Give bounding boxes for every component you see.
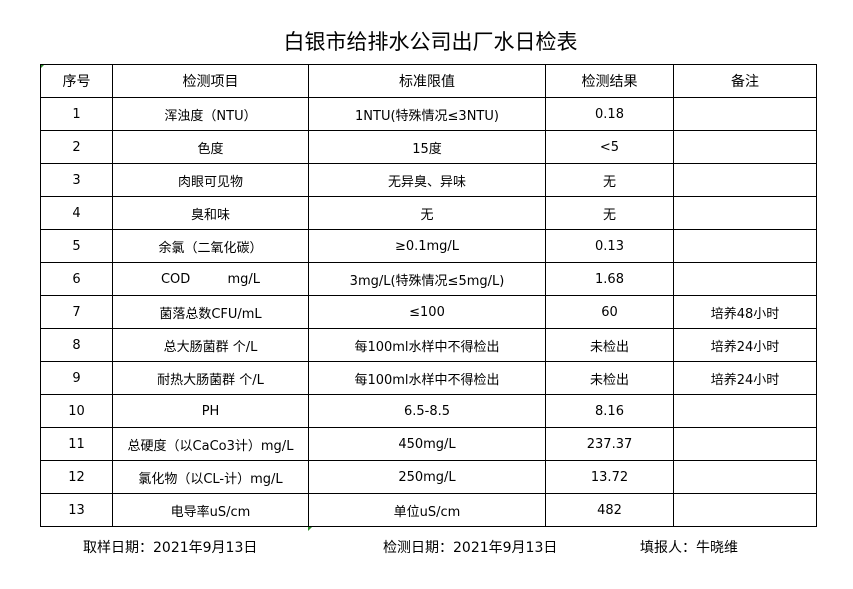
header-cell: 备注: [673, 64, 817, 98]
remark-cell: [673, 460, 817, 494]
result-cell: 未检出: [545, 361, 674, 395]
remark-cell: [673, 394, 817, 428]
remark-cell: [673, 229, 817, 263]
item-cell: COD mg/L: [112, 262, 309, 296]
item-cell: 电导率uS/cm: [112, 493, 309, 527]
table-row: 7 菌落总数CFU/mL ≤100 60 培养48小时: [40, 295, 817, 329]
standard-cell: 250mg/L: [308, 460, 546, 494]
standard-cell: 无: [308, 196, 546, 230]
table-row: 6 COD mg/L 3mg/L(特殊情况≤5mg/L) 1.68: [40, 262, 817, 296]
page-title: 白银市给排水公司出厂水日检表: [283, 30, 578, 54]
result-cell: 无: [545, 163, 674, 197]
index-cell: 4: [40, 196, 113, 230]
remark-cell: 培养24小时: [673, 328, 817, 362]
item-cell: PH: [112, 394, 309, 428]
table-row: 4 臭和味无无: [40, 196, 817, 230]
reporter: 填报人：牛晓维: [640, 540, 738, 556]
result-cell: 237.37: [545, 427, 674, 461]
standard-cell: ≥0.1mg/L: [308, 229, 546, 263]
standard-cell: 单位uS/cm: [308, 493, 546, 527]
test-date: 检测日期：2021年9月13日: [383, 540, 558, 556]
result-cell: 13.72: [545, 460, 674, 494]
item-cell: 耐热大肠菌群 个/L: [112, 361, 309, 395]
item-cell: 色度: [112, 130, 309, 164]
header-cell: 标准限值: [308, 64, 546, 98]
table-header-row: 序号 检测项目 标准限值 检测结果 备注: [40, 64, 817, 98]
standard-cell: 每100ml水样中不得检出: [308, 361, 546, 395]
result-cell: 60: [545, 295, 674, 329]
index-cell: 5: [40, 229, 113, 263]
header-cell: 检测结果: [545, 64, 674, 98]
cell-marker: [308, 526, 313, 531]
result-cell: 0.18: [545, 97, 674, 131]
remark-cell: [673, 163, 817, 197]
item-cell: 总硬度（以CaCo3计）mg/L: [112, 427, 309, 461]
item-cell: 氯化物（以CL-计）mg/L: [112, 460, 309, 494]
table-row: 9 耐热大肠菌群 个/L 每100ml水样中不得检出 未检出 培养24小时: [40, 361, 817, 395]
remark-cell: [673, 97, 817, 131]
remark-cell: [673, 427, 817, 461]
header-cell: 序号: [40, 64, 113, 98]
index-cell: 7: [40, 295, 113, 329]
index-cell: 3: [40, 163, 113, 197]
sample-date: 取样日期：2021年9月13日: [83, 540, 258, 556]
table-row: 3 肉眼可见物 无异臭、异味无: [40, 163, 817, 197]
result-cell: 无: [545, 196, 674, 230]
index-cell: 9: [40, 361, 113, 395]
result-cell: 8.16: [545, 394, 674, 428]
item-cell: 臭和味: [112, 196, 309, 230]
remark-cell: [673, 262, 817, 296]
table-row: 5 余氯（二氧化碳） ≥0.1mg/L 0.13: [40, 229, 817, 263]
standard-cell: 1NTU(特殊情况≤3NTU): [308, 97, 546, 131]
item-cell: 肉眼可见物: [112, 163, 309, 197]
item-cell: 总大肠菌群 个/L: [112, 328, 309, 362]
standard-cell: 3mg/L(特殊情况≤5mg/L): [308, 262, 546, 296]
standard-cell: 450mg/L: [308, 427, 546, 461]
standard-cell: 每100ml水样中不得检出: [308, 328, 546, 362]
table-row: 12 氯化物（以CL-计）mg/L 250mg/L 13.72: [40, 460, 817, 494]
remark-cell: 培养24小时: [673, 361, 817, 395]
index-cell: 1: [40, 97, 113, 131]
remark-cell: [673, 493, 817, 527]
index-cell: 10: [40, 394, 113, 428]
remark-cell: [673, 130, 817, 164]
item-cell: 浑浊度（NTU）: [112, 97, 309, 131]
index-cell: 12: [40, 460, 113, 494]
header-cell: 检测项目: [112, 64, 309, 98]
item-cell: 余氯（二氧化碳）: [112, 229, 309, 263]
table-row: 13 电导率uS/cm 单位uS/cm 482: [40, 493, 817, 527]
table-row: 2 色度 15度 <5: [40, 130, 817, 164]
index-cell: 11: [40, 427, 113, 461]
result-cell: <5: [545, 130, 674, 164]
table-row: 11 总硬度（以CaCo3计）mg/L 450mg/L 237.37: [40, 427, 817, 461]
standard-cell: ≤100: [308, 295, 546, 329]
index-cell: 8: [40, 328, 113, 362]
standard-cell: 无异臭、异味: [308, 163, 546, 197]
index-cell: 6: [40, 262, 113, 296]
standard-cell: 15度: [308, 130, 546, 164]
table-row: 1 浑浊度（NTU） 1NTU(特殊情况≤3NTU) 0.18: [40, 97, 817, 131]
remark-cell: 培养48小时: [673, 295, 817, 329]
item-cell: 菌落总数CFU/mL: [112, 295, 309, 329]
remark-cell: [673, 196, 817, 230]
result-cell: 482: [545, 493, 674, 527]
result-cell: 未检出: [545, 328, 674, 362]
index-cell: 13: [40, 493, 113, 527]
result-cell: 0.13: [545, 229, 674, 263]
table-row: 8 总大肠菌群 个/L 每100ml水样中不得检出 未检出 培养24小时: [40, 328, 817, 362]
inspection-table: 序号 检测项目 标准限值 检测结果 备注 1 浑浊度（NTU） 1NTU(特殊情况≤…: [40, 64, 817, 527]
standard-cell: 6.5-8.5: [308, 394, 546, 428]
result-cell: 1.68: [545, 262, 674, 296]
index-cell: 2: [40, 130, 113, 164]
table-row: 10 PH 6.5-8.5 8.16: [40, 394, 817, 428]
